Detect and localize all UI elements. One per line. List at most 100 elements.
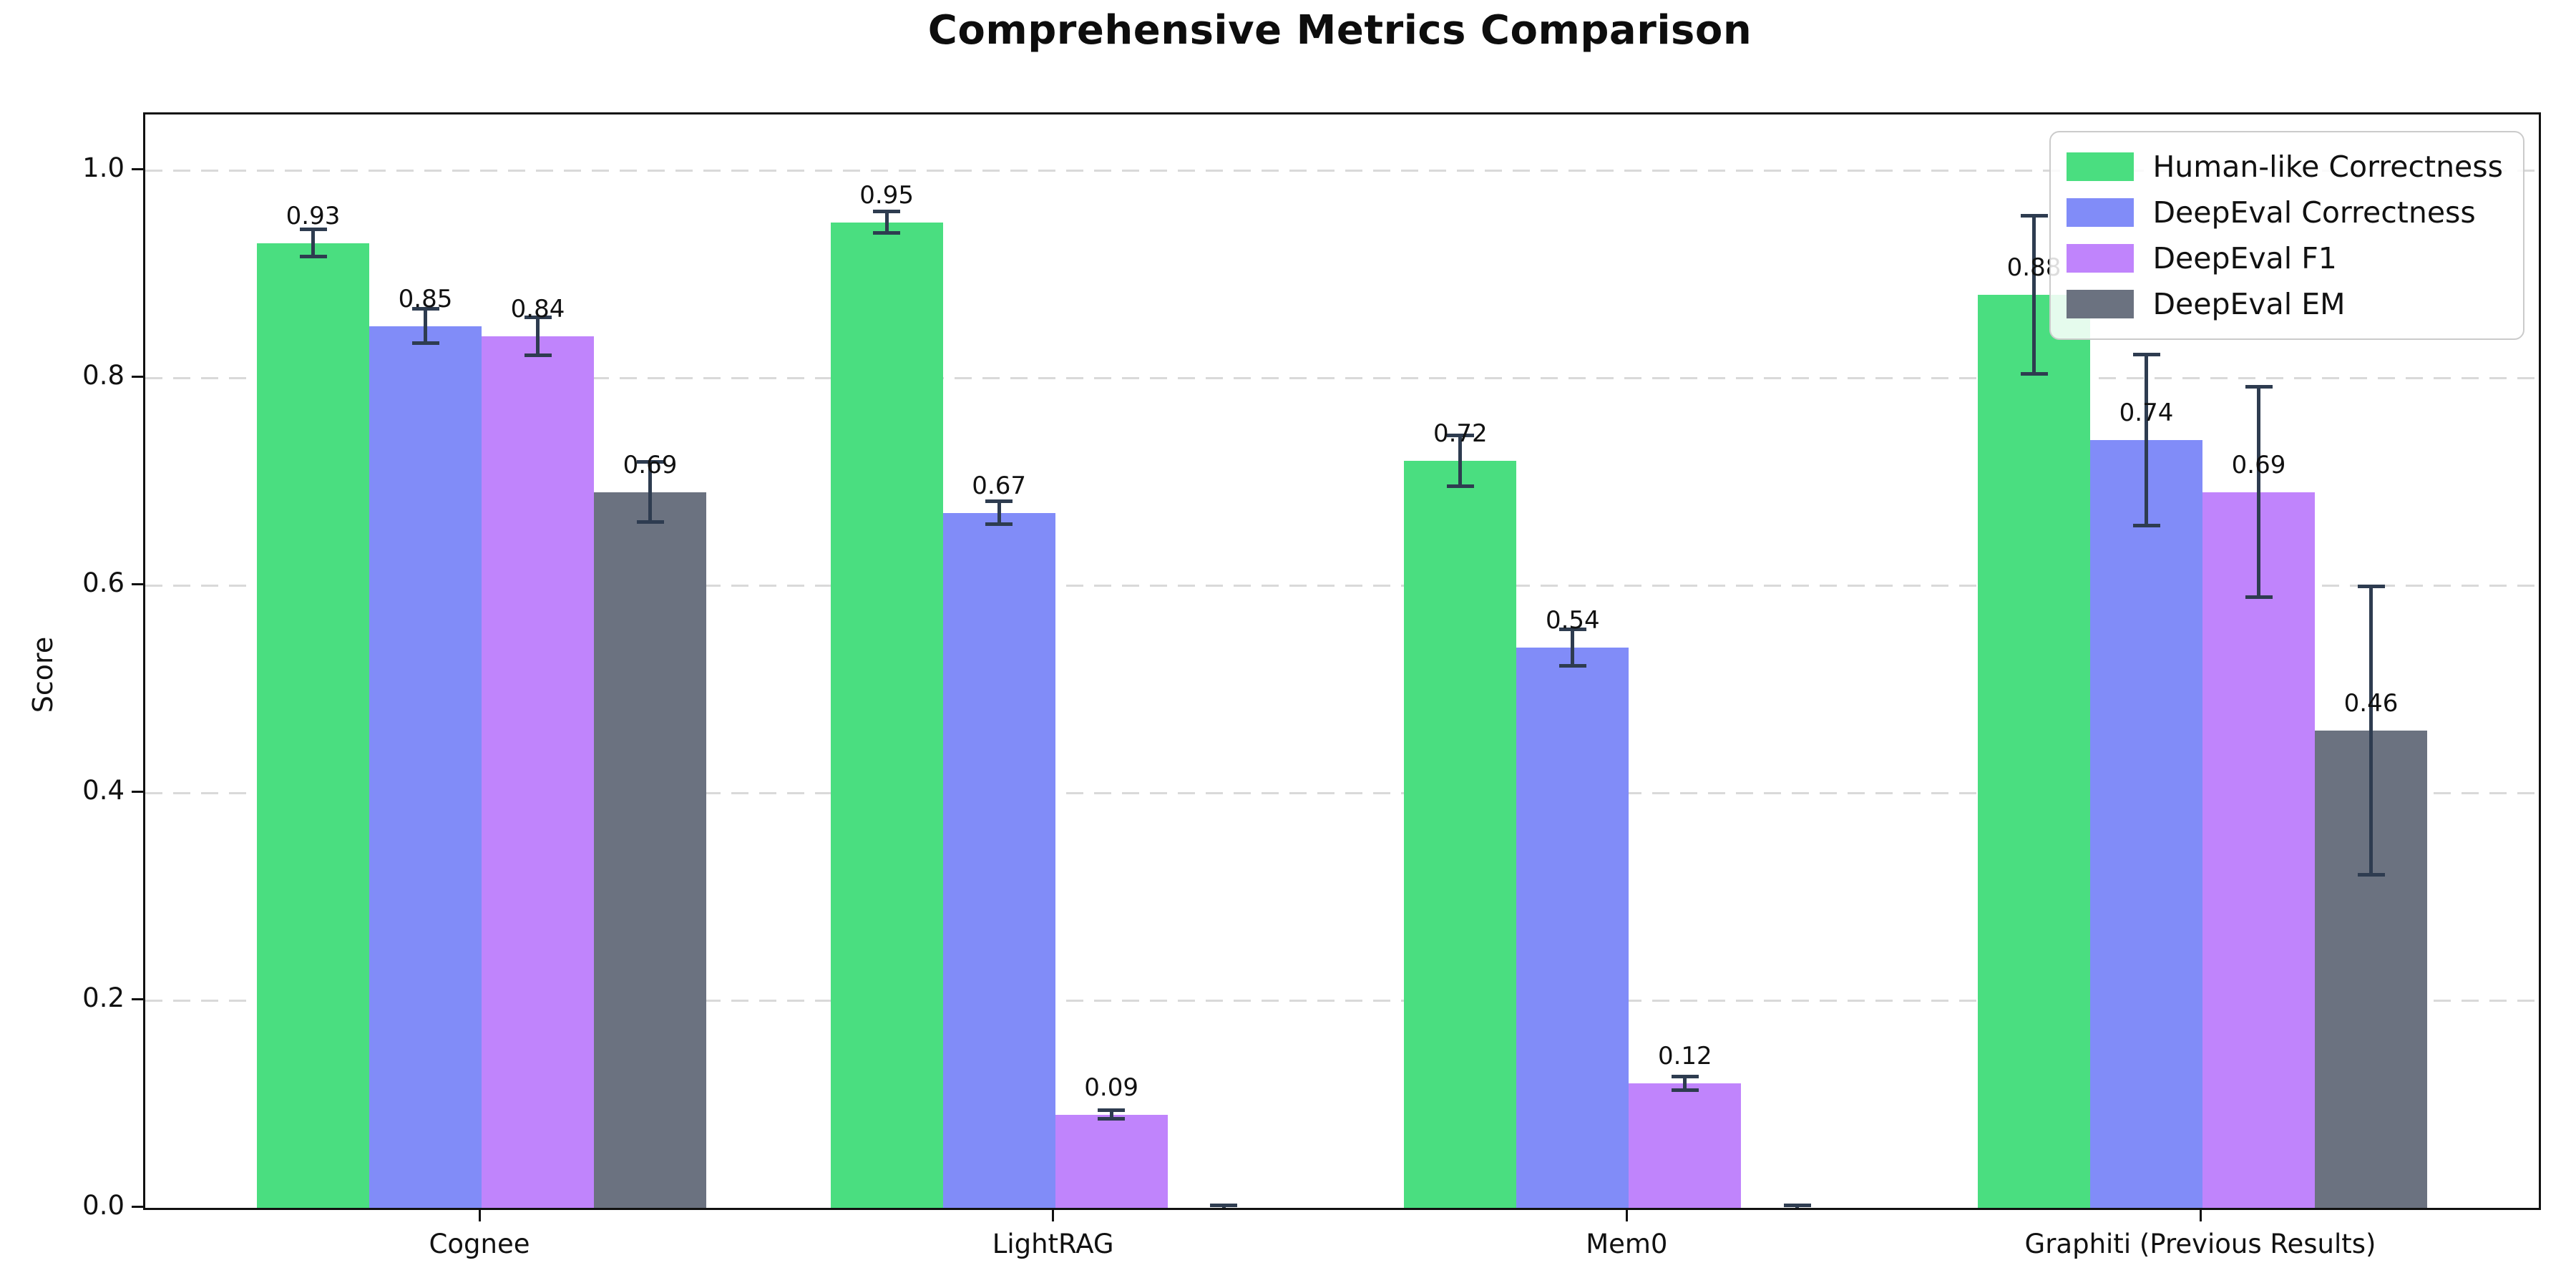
error-bar-cap-top <box>1558 628 1586 632</box>
y-tick-mark <box>132 791 143 793</box>
error-bar-cap-top <box>873 210 901 214</box>
error-bar <box>311 227 315 259</box>
error-bar <box>2257 385 2260 599</box>
gridline <box>145 792 2539 794</box>
error-bar-cap-bottom <box>1671 1088 1699 1092</box>
error-bar-cap-top <box>299 227 327 231</box>
error-bar <box>1458 434 1463 488</box>
value-label: 0.72 <box>1433 419 1488 448</box>
error-bar-cap-bottom <box>411 341 439 345</box>
plot-area: 0.93 0.95 0.72 0.88 0.85 0.67 0.54 0.74 0.84 0.09… <box>143 112 2541 1210</box>
error-bar <box>884 210 889 235</box>
error-bar-cap-top <box>1098 1108 1126 1112</box>
bar <box>369 326 482 1208</box>
error-bar <box>424 307 427 345</box>
error-bar-cap-top <box>2245 385 2273 389</box>
error-bar-cap-bottom <box>985 522 1013 527</box>
error-bar-cap-bottom <box>524 353 552 357</box>
legend-row: DeepEval F1 <box>2067 235 2503 281</box>
gridline <box>145 1000 2539 1002</box>
error-bar-cap-bottom <box>1784 1209 1811 1210</box>
error-bar-cap-top <box>636 459 664 464</box>
error-bar-cap-bottom <box>1558 663 1586 668</box>
value-label: 0.74 <box>2119 399 2174 427</box>
error-bar-cap-top <box>1671 1075 1699 1079</box>
y-tick-mark <box>132 1206 143 1208</box>
error-bar-cap-top <box>1446 434 1474 438</box>
error-bar-cap-bottom <box>1446 484 1474 488</box>
error-bar <box>2369 584 2373 877</box>
error-bar <box>536 316 540 357</box>
legend-row: DeepEval EM <box>2067 281 2503 327</box>
error-bar-cap-bottom <box>2357 873 2385 877</box>
bar <box>942 512 1055 1208</box>
bar <box>482 336 594 1208</box>
value-label: 0.84 <box>510 295 565 323</box>
bar <box>1055 1114 1168 1208</box>
error-bar-cap-top <box>1210 1204 1238 1208</box>
y-tick-label: 0.6 <box>82 567 125 598</box>
legend-swatch <box>2067 152 2135 181</box>
error-bar <box>997 499 1001 527</box>
value-label: 0.69 <box>2231 450 2286 479</box>
error-bar <box>2032 213 2036 376</box>
y-tick-mark <box>132 376 143 378</box>
legend-row: Human-like Correctness <box>2067 144 2503 190</box>
y-tick-mark <box>132 168 143 170</box>
bar <box>2090 440 2202 1208</box>
error-bar-cap-bottom <box>2132 523 2160 527</box>
error-bar <box>1571 628 1575 668</box>
error-bar-cap-bottom <box>636 520 664 525</box>
gridline <box>145 170 2539 172</box>
value-label: 0.95 <box>859 180 914 210</box>
bar <box>830 222 943 1208</box>
legend-row: DeepEval Correctness <box>2067 190 2503 235</box>
error-bar <box>1683 1075 1687 1092</box>
x-tick-mark <box>478 1210 481 1221</box>
error-bar-cap-bottom <box>1210 1209 1237 1210</box>
error-bar <box>648 459 652 525</box>
value-label: 0.09 <box>1084 1073 1139 1102</box>
error-bar-cap-top <box>2357 584 2385 588</box>
y-tick-label: 1.0 <box>82 152 125 183</box>
x-tick-label: Graphiti (Previous Results) <box>2024 1229 2376 1259</box>
error-bar <box>2145 353 2148 527</box>
gridline <box>145 585 2539 587</box>
value-label: 0.93 <box>286 201 341 230</box>
error-bar-cap-top <box>2132 353 2160 357</box>
error-bar-cap-top <box>524 316 552 319</box>
y-axis-label: Score <box>27 636 59 713</box>
x-tick-label: LightRAG <box>992 1229 1114 1259</box>
y-tick-mark <box>132 583 143 585</box>
legend-swatch <box>2067 290 2135 318</box>
legend-label: Human-like Correctness <box>2152 150 2503 184</box>
bar <box>1404 461 1517 1208</box>
value-label: 0.46 <box>2343 689 2399 718</box>
y-tick-label: 0.4 <box>82 775 125 806</box>
chart-title: Comprehensive Metrics Comparison <box>927 7 1752 54</box>
legend-label: DeepEval Correctness <box>2152 195 2476 230</box>
error-bar-cap-top <box>411 307 439 311</box>
y-tick-mark <box>132 998 143 1000</box>
x-tick-label: Mem0 <box>1586 1229 1668 1259</box>
error-bar-cap-top <box>1783 1204 1811 1208</box>
legend-swatch <box>2067 198 2135 227</box>
error-bar-cap-bottom <box>2020 372 2048 376</box>
bar <box>257 243 369 1208</box>
error-bar-cap-top <box>2020 213 2048 218</box>
bar <box>1516 648 1629 1208</box>
y-tick-label: 0.2 <box>82 982 125 1013</box>
error-bar-cap-bottom <box>1098 1117 1126 1121</box>
x-tick-mark <box>2199 1210 2202 1221</box>
x-tick-mark <box>1625 1210 1628 1221</box>
error-bar-cap-bottom <box>873 230 901 235</box>
value-label: 0.12 <box>1657 1042 1712 1070</box>
legend-label: DeepEval F1 <box>2152 241 2337 275</box>
legend: Human-like Correctness DeepEval Correctne… <box>2049 131 2524 340</box>
error-bar-cap-top <box>985 499 1013 503</box>
x-tick-label: Cognee <box>429 1229 530 1259</box>
bar <box>1978 295 2090 1208</box>
error-bar-cap-bottom <box>2245 595 2273 599</box>
bar <box>2202 492 2315 1208</box>
